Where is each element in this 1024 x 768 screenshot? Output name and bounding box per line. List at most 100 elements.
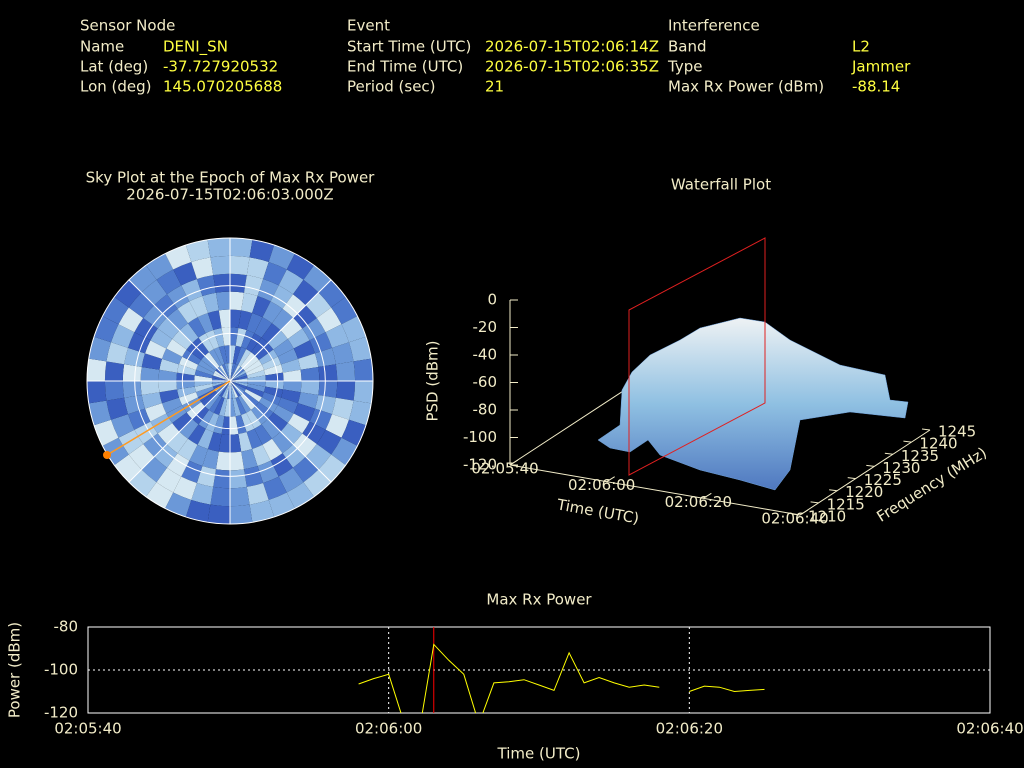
sky-cell [212, 375, 230, 381]
sky-cell [219, 345, 228, 364]
info-label: Band [668, 38, 707, 56]
info-label: End Time (UTC) [347, 58, 463, 76]
sky-cell [238, 349, 251, 367]
sky-cell [188, 317, 206, 338]
sky-cell [252, 444, 271, 466]
info-title: Event [347, 17, 390, 35]
sky-cell [179, 392, 199, 406]
sky-cell [230, 381, 239, 398]
sky-cell [238, 432, 253, 452]
sky-cell [213, 396, 225, 415]
sky-cell [230, 378, 248, 381]
x-tick-label: 02:06:40 [761, 510, 828, 528]
sky-cell [186, 402, 205, 419]
sky-cell [104, 381, 125, 401]
sky-cell [246, 313, 263, 334]
sky-spoke [229, 380, 332, 483]
sky-cell [207, 504, 230, 524]
sky-cell [209, 349, 222, 367]
sky-cell [252, 296, 271, 318]
sky-cell [270, 285, 293, 309]
sky-cell [111, 324, 135, 348]
sky-cell [282, 294, 306, 318]
sky-cell [283, 381, 302, 393]
sky-cell [230, 238, 253, 258]
y-axis-label: Power (dBm) [6, 622, 24, 718]
sky-cell [281, 389, 301, 404]
y-tick-label: -80 [54, 618, 79, 636]
sky-cell [238, 395, 251, 413]
sky-cell [267, 330, 288, 350]
sky-cell [261, 356, 281, 370]
info-label: Lon (deg) [80, 78, 152, 96]
sky-cell [255, 402, 274, 419]
sky-cell [325, 414, 349, 438]
sky-cell [128, 469, 157, 497]
sky-cell [198, 333, 214, 353]
sky-cell [230, 381, 233, 399]
sky-cell [277, 397, 298, 414]
x-tick-label: 02:06:00 [568, 476, 635, 494]
y-tick-label: 1215 [827, 495, 865, 513]
sky-cell [167, 453, 190, 477]
sky-cell [106, 397, 128, 420]
info-label: Period (sec) [347, 78, 436, 96]
sky-cell [204, 352, 220, 369]
sky-cell [278, 269, 304, 295]
sky-cell [349, 400, 372, 426]
sky-cell [141, 353, 162, 370]
sky-cell [194, 375, 213, 381]
sky-cell [261, 323, 281, 344]
sky-cell [230, 365, 241, 381]
x-tick-label: 02:05:40 [54, 720, 121, 738]
z-tick-label: 0 [487, 291, 497, 309]
sky-cell [241, 330, 255, 350]
z-tick-label: -40 [473, 346, 498, 364]
sky-cell [353, 358, 373, 381]
sky-cell [224, 398, 230, 417]
sky-cell [241, 449, 258, 470]
sky-cell [218, 309, 230, 328]
sky-cell [221, 381, 230, 398]
x-tick-label: 02:06:20 [665, 493, 732, 511]
info-label: Start Time (UTC) [347, 38, 471, 56]
sky-cell [316, 307, 342, 333]
sky-cell [298, 353, 319, 370]
sky-cell [230, 309, 242, 328]
back-edge [509, 379, 641, 466]
z-tick-label: -120 [463, 456, 497, 474]
sky-cell [240, 393, 256, 410]
sky-cell [268, 245, 295, 270]
sky-cell [140, 367, 160, 381]
sky-cell [332, 342, 354, 365]
chart-subtitle: 2026-07-15T02:06:03.000Z [126, 186, 333, 204]
sky-cell [191, 257, 214, 279]
x-tick [703, 492, 712, 499]
sky-cell [158, 381, 177, 393]
info-value: Jammer [851, 58, 911, 76]
sky-cell [179, 418, 199, 439]
sky-cell [140, 381, 160, 395]
sky-cell [247, 381, 266, 387]
sky-cell [230, 291, 244, 311]
sky-cell [104, 361, 125, 381]
sky-cell [198, 409, 214, 429]
x-axis [509, 464, 801, 516]
sky-cell [254, 424, 272, 445]
sky-cell [87, 381, 107, 404]
y-tick-label: 1235 [901, 447, 939, 465]
sky-cell [245, 386, 264, 398]
z-axis-label: PSD (dBm) [424, 340, 442, 421]
sky-cell [265, 381, 284, 390]
x-tick-label: 02:06:00 [355, 720, 422, 738]
sky-cell [176, 381, 195, 390]
sky-cell [332, 397, 354, 420]
sky-cell [154, 444, 178, 468]
sky-cell [273, 339, 294, 357]
x-axis-label: Time (UTC) [497, 745, 581, 763]
sky-cell [207, 310, 222, 330]
sky-cell [272, 431, 294, 454]
sky-cell [205, 412, 219, 432]
sky-cell [122, 364, 142, 381]
sky-cell [230, 381, 248, 384]
